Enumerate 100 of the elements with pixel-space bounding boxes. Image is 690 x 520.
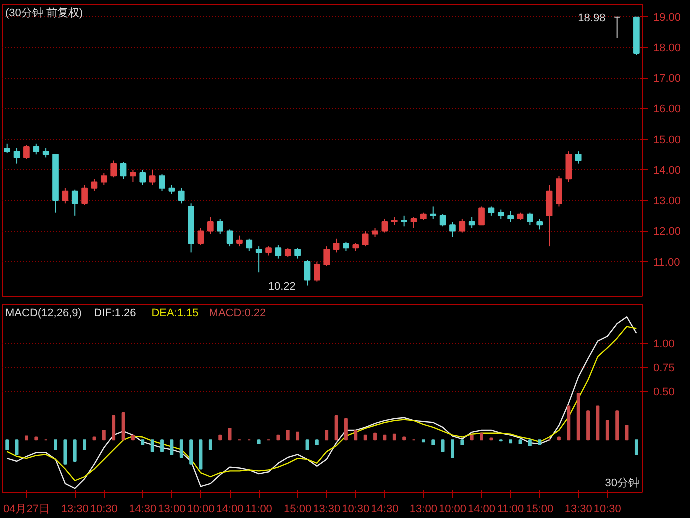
x-tick-label: 11:00 (497, 504, 524, 516)
y-tick-label: 0.75 (654, 362, 675, 374)
candlestick (168, 184, 176, 195)
x-tick-label: 13:30 (61, 504, 89, 516)
candlestick (382, 218, 388, 234)
x-tick-label: 15:00 (284, 504, 312, 516)
x-tick-label: 10:00 (187, 504, 215, 516)
bar (34, 436, 38, 441)
candlestick (324, 246, 330, 267)
candlestick (62, 188, 69, 204)
candlestick (333, 238, 340, 254)
bar (480, 432, 484, 441)
bar (141, 440, 145, 446)
candlestick (72, 189, 78, 216)
candlestick (4, 143, 11, 154)
candlestick (468, 216, 476, 229)
y-tick-label: 16.00 (654, 104, 682, 116)
candlestick (159, 174, 166, 192)
x-tick-label: 13:00 (410, 504, 438, 516)
chart-title: (30分钟 前复权) (6, 8, 84, 20)
bar (315, 440, 319, 446)
bar (374, 432, 377, 441)
y-tick-label: 1.00 (654, 338, 675, 350)
bar (306, 440, 310, 450)
bar (132, 434, 135, 441)
annotation: 30分钟 (605, 478, 640, 490)
candlestick (140, 169, 146, 186)
bar (276, 434, 280, 441)
bar (83, 440, 87, 450)
bar (150, 440, 154, 452)
x-tick-label: 14:30 (129, 504, 157, 516)
candlestick (275, 244, 282, 260)
candlestick (440, 214, 446, 228)
x-tick-label: 13:30 (313, 504, 341, 516)
candlestick (478, 206, 485, 226)
bar (112, 415, 116, 441)
candlestick (304, 260, 311, 286)
y-tick-label: 0.50 (654, 386, 675, 399)
candlestick (314, 261, 320, 282)
bar (528, 440, 532, 446)
candlestick (226, 229, 234, 248)
bar (218, 434, 222, 441)
y-tick-label: 19.00 (654, 12, 682, 24)
candlestick (401, 215, 408, 228)
candlestick (459, 218, 466, 234)
text: MACD:0.22 (209, 308, 266, 320)
x-tick-label: 10:30 (90, 504, 118, 516)
annotation: 18.98 (578, 12, 606, 24)
candlestick (488, 206, 495, 216)
bar (567, 406, 571, 441)
candlestick (91, 178, 98, 192)
y-tick-label: 15.00 (654, 134, 682, 146)
bar (558, 436, 561, 441)
x-tick-label: 14:00 (468, 504, 496, 516)
candlestick (410, 216, 418, 229)
candlestick (284, 248, 292, 258)
bar (616, 410, 620, 441)
candlestick (498, 209, 504, 220)
bar (102, 430, 106, 441)
candlestick (110, 160, 118, 178)
x-tick-label: 10:30 (342, 504, 370, 516)
chart-title: MACD(12,26,9) (6, 308, 82, 320)
bar (354, 430, 358, 441)
candlestick (246, 238, 253, 252)
bar (24, 436, 28, 441)
bar (257, 440, 261, 445)
candlestick (527, 212, 534, 226)
x-tick-label: 10:00 (438, 504, 466, 516)
y-tick-label: 14.00 (654, 164, 682, 177)
candlestick (82, 184, 88, 206)
x-tick-label: 04月27日 (3, 504, 50, 516)
bar (190, 440, 194, 465)
y-tick-label: 17.00 (654, 73, 682, 86)
x-tick-label: 14:00 (216, 504, 244, 516)
candlestick (208, 216, 214, 235)
bar (402, 436, 406, 441)
candlestick (217, 218, 224, 235)
bar (6, 440, 10, 450)
bar (392, 434, 396, 441)
candlestick (294, 248, 301, 260)
x-tick-label: 14:30 (371, 504, 399, 516)
bar (432, 440, 436, 446)
y-tick-label: 13.00 (654, 196, 682, 208)
candlestick (372, 228, 378, 238)
candlestick (430, 206, 437, 220)
bar (344, 418, 348, 441)
y-tick-label: 12.00 (654, 226, 682, 238)
bar (160, 440, 164, 452)
candlestick (614, 16, 620, 39)
candlestick (24, 144, 30, 160)
candlestick (575, 151, 582, 164)
x-tick-label: 15:00 (526, 504, 554, 516)
bar (470, 434, 474, 441)
candlestick (236, 235, 243, 248)
candlestick (536, 218, 544, 230)
y-tick-label: 11.00 (654, 256, 680, 269)
candlestick (198, 228, 204, 246)
candlestick (343, 241, 350, 252)
candlestick (33, 143, 40, 156)
candlestick (149, 169, 156, 186)
